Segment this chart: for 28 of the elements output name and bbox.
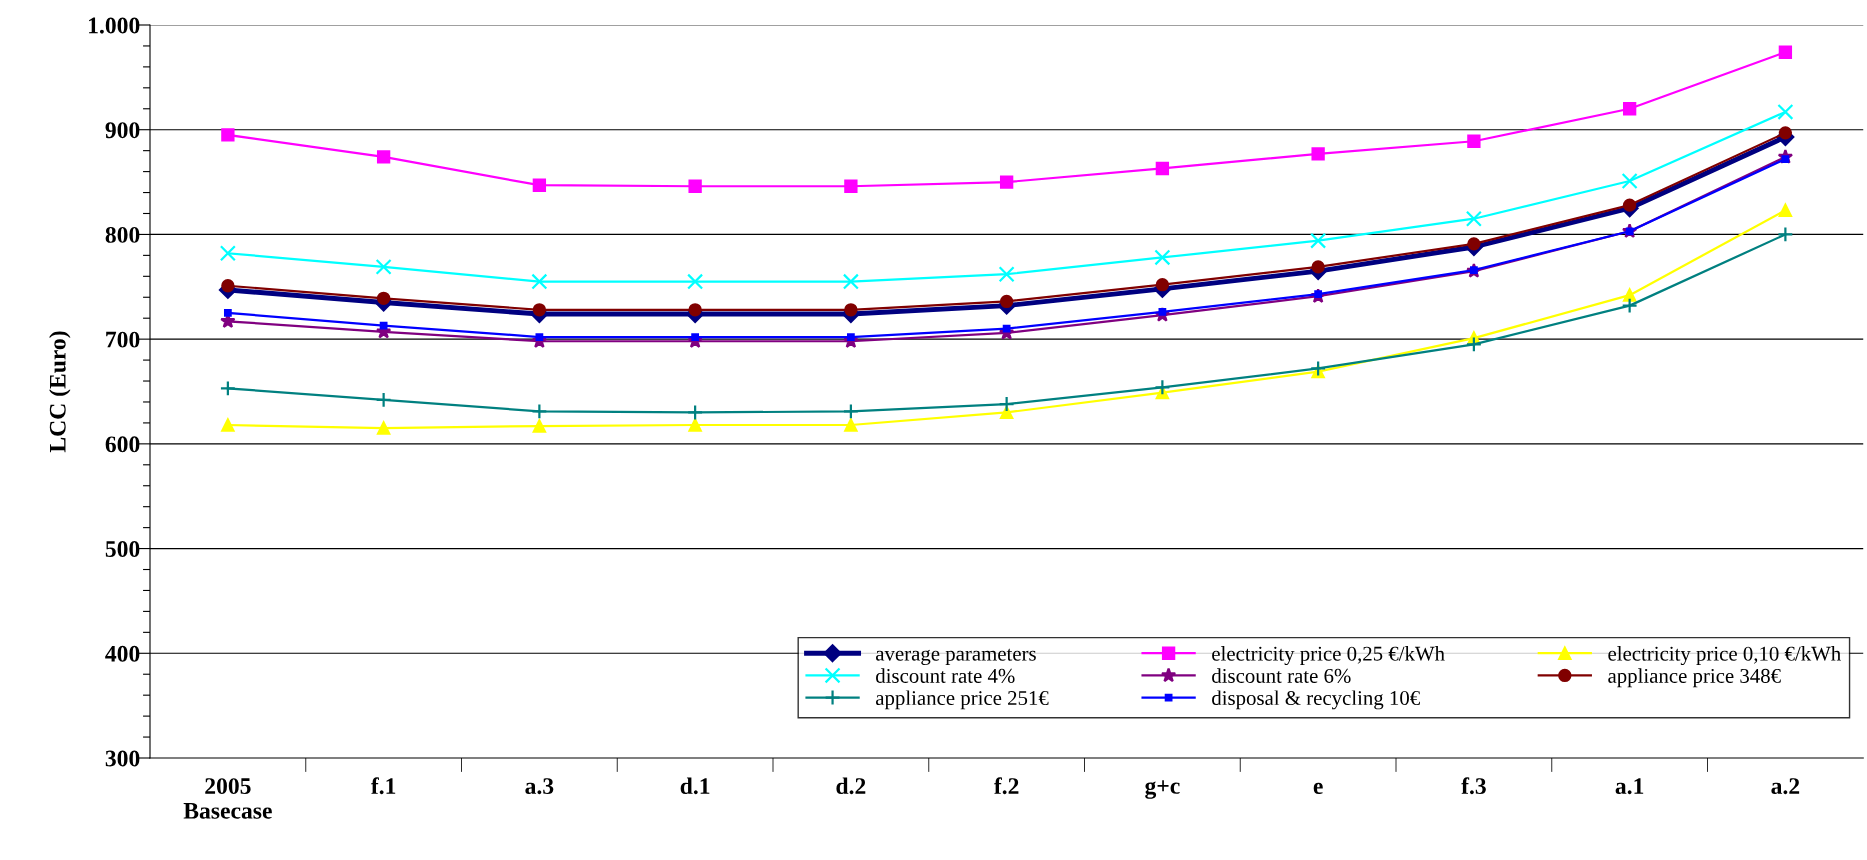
x-tick-label: f.2 (994, 777, 1019, 795)
legend-label: electricity price 0,10 €/kWh (1608, 646, 1841, 665)
x-tick-label: a.2 (1771, 778, 1800, 795)
x-tick-label: 2005 Basecase (183, 778, 272, 819)
y-tick-label: 600 (105, 436, 140, 453)
y-axis-title: LCC (Euro) (49, 331, 71, 453)
legend-label: electricity price 0,25 €/kWh (1212, 646, 1445, 665)
x-tick-label: f.3 (1461, 777, 1486, 795)
x-tick-label: e (1313, 782, 1323, 795)
x-tick-label: d.1 (680, 777, 710, 795)
y-tick-label: 800 (105, 226, 140, 243)
y-tick-label: 1.000 (89, 17, 140, 34)
x-tick-label: a.1 (1615, 778, 1644, 795)
y-tick-label: 400 (105, 645, 140, 662)
y-tick-label: 300 (105, 750, 140, 767)
legend-label: average parameters (876, 648, 1036, 665)
x-tick-label: f.1 (371, 777, 396, 795)
x-tick-label: g+c (1145, 780, 1180, 799)
legend-label: appliance price 251€ (876, 690, 1049, 710)
legend-label: discount rate 6% (1212, 668, 1351, 683)
x-tick-label: d.2 (836, 777, 866, 795)
y-tick-label: 900 (105, 122, 140, 139)
legend-label: disposal & recycling 10€ (1212, 690, 1420, 710)
legend-label: discount rate 4% (876, 668, 1015, 683)
y-tick-label: 700 (106, 331, 140, 348)
legend-label: appliance price 348€ (1608, 668, 1781, 688)
y-tick-label: 500 (105, 541, 140, 557)
x-tick-label: a.3 (525, 778, 554, 795)
